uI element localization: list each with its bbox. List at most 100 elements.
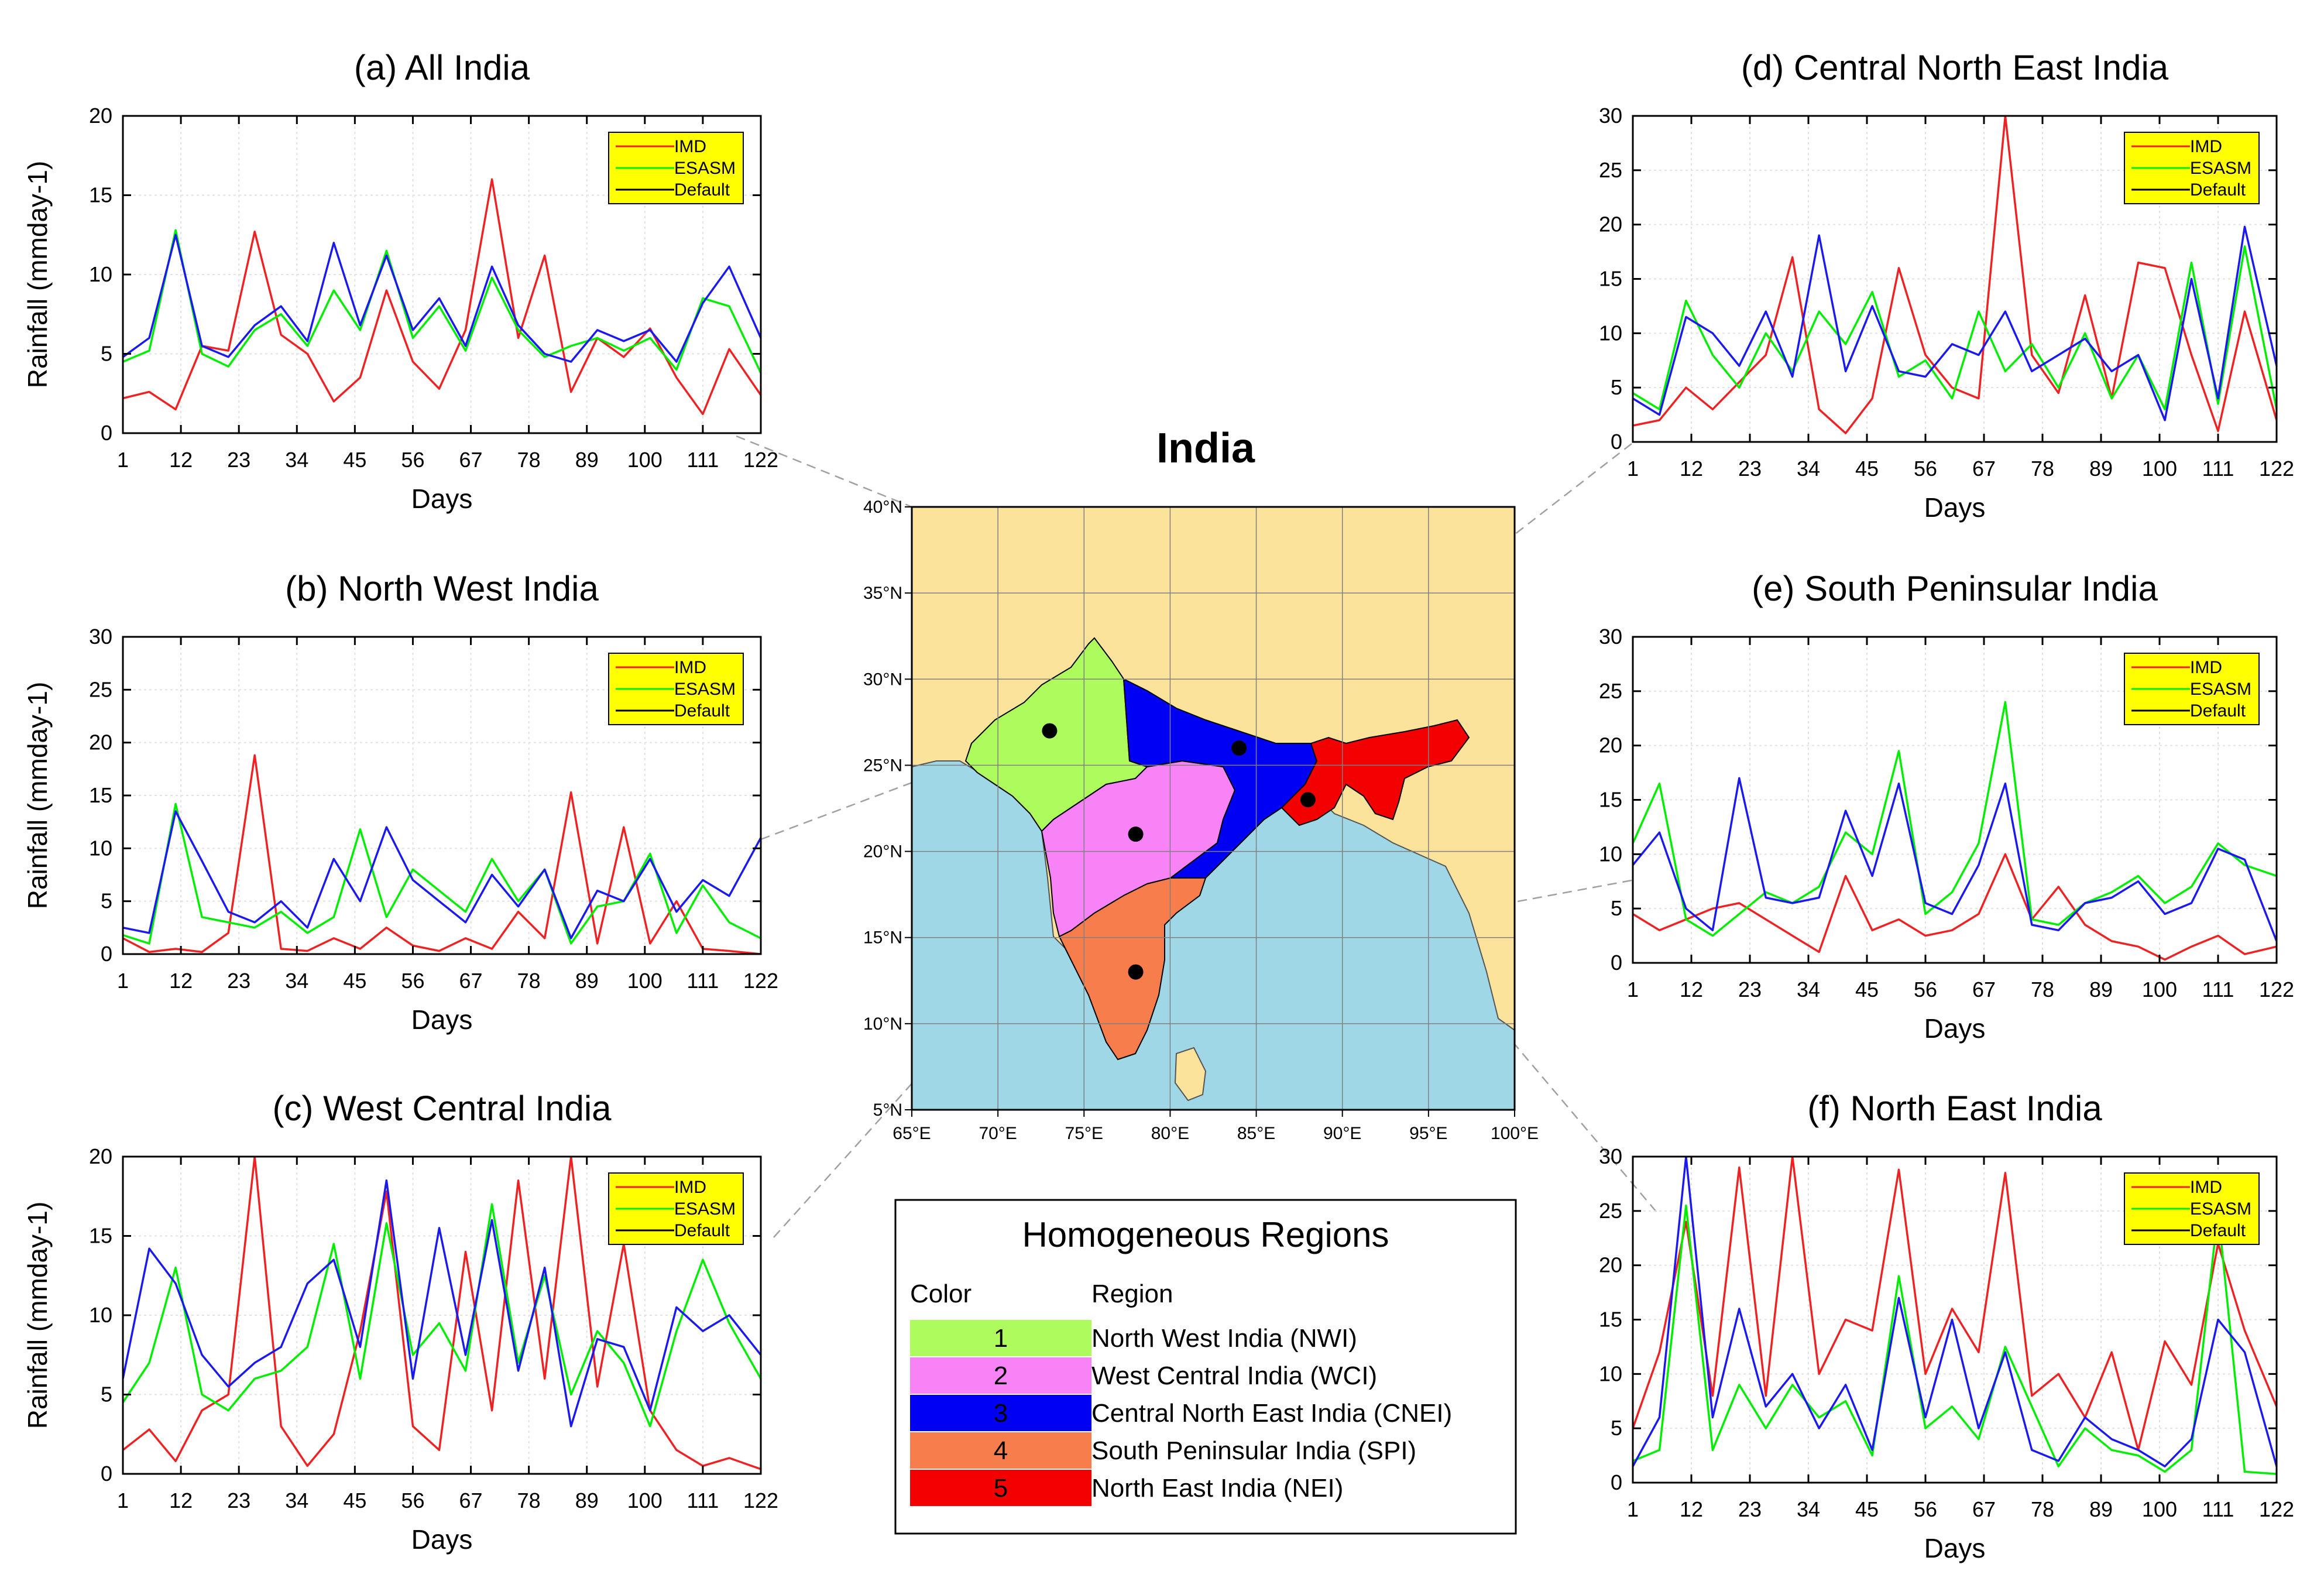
- chart-title: (e) South Peninsular India: [1752, 569, 2158, 608]
- x-tick-label: 78: [2031, 457, 2054, 481]
- x-tick-label: 67: [1972, 978, 1996, 1001]
- region-number: 2: [994, 1361, 1008, 1390]
- region-label: North West India (NWI): [1091, 1324, 1357, 1353]
- chart-c: 0 5 10 15 20 1 12 23 34 45 56 67 78 89 100 111 122 (c) We…: [22, 1089, 778, 1555]
- series-line-default: [123, 234, 761, 363]
- x-tick-label: 111: [687, 969, 719, 993]
- series-line-esasm: [1633, 701, 2277, 937]
- legend-label-esasm: ESASM: [2190, 680, 2251, 699]
- x-axis-label: Days: [1924, 1013, 1986, 1044]
- y-tick-label: 25: [89, 677, 112, 701]
- y-tick-label: 10: [1599, 1361, 1622, 1385]
- x-tick-label: 100: [627, 448, 662, 472]
- x-tick-label: 12: [169, 969, 193, 993]
- region-number: 5: [994, 1474, 1008, 1503]
- chart-f: 0 5 10 15 20 25 30 1 12 23 34 45 56 67 78 89 100 111 122 (f…: [1599, 1089, 2294, 1563]
- series-line-esasm: [123, 802, 761, 945]
- regions-col-color: Color: [910, 1280, 972, 1308]
- region-swatch-wci: [910, 1357, 1091, 1394]
- x-tick-label: 56: [1914, 978, 1937, 1001]
- legend-label-default: Default: [674, 701, 730, 721]
- x-tick-label: 56: [401, 969, 424, 993]
- x-tick-label: 78: [517, 1488, 541, 1512]
- y-tick-label: 15: [89, 183, 112, 207]
- x-tick-label: 89: [575, 448, 599, 472]
- series-line-default: [123, 1179, 761, 1428]
- x-tick-label: 67: [459, 1488, 483, 1512]
- x-tick-label: 78: [2031, 978, 2054, 1001]
- region-cnei: [1122, 678, 1318, 879]
- y-tick-label: 15: [1599, 1308, 1622, 1332]
- x-tick-label: 45: [1855, 978, 1879, 1001]
- region-swatch-spi: [910, 1432, 1091, 1469]
- y-tick-label: 15: [89, 1224, 112, 1248]
- x-tick-label: 67: [1972, 1497, 1996, 1521]
- chart-e: 0 5 10 15 20 25 30 1 12 23 34 45 56 67 78 89 100 111 122 (e…: [1599, 569, 2294, 1044]
- x-tick-label: 45: [343, 448, 366, 472]
- x-tick-label: 100: [627, 1488, 662, 1512]
- x-tick-label: 67: [459, 448, 483, 472]
- x-tick-label: 67: [459, 969, 483, 993]
- x-tick-label: 122: [743, 969, 778, 993]
- lon-tick-label: 80°E: [1151, 1124, 1189, 1143]
- series-line-imd: [1633, 853, 2277, 961]
- y-tick-label: 5: [101, 889, 112, 913]
- legend: IMD ESASM Default: [2124, 653, 2260, 725]
- x-tick-label: 12: [169, 448, 193, 472]
- connector-line: [760, 730, 1050, 841]
- x-tick-label: 122: [2259, 457, 2294, 481]
- legend: IMD ESASM Default: [608, 653, 744, 725]
- y-tick-label: 0: [1611, 1470, 1622, 1494]
- lon-tick-label: 65°E: [892, 1124, 931, 1143]
- legend: IMD ESASM Default: [608, 1172, 744, 1245]
- x-axis-label: Days: [1924, 1533, 1986, 1563]
- series-line-esasm: [123, 1203, 761, 1428]
- y-tick-label: 20: [1599, 212, 1622, 236]
- x-tick-label: 89: [575, 969, 599, 993]
- x-tick-label: 122: [2259, 978, 2294, 1001]
- series-line-imd: [123, 754, 761, 954]
- legend-label-imd: IMD: [2190, 137, 2222, 156]
- y-tick-label: 20: [89, 1144, 112, 1168]
- legend-label-imd: IMD: [674, 1178, 706, 1197]
- map-frame: [911, 506, 1516, 1111]
- x-tick-label: 23: [227, 969, 250, 993]
- y-tick-label: 25: [1599, 679, 1622, 703]
- lat-tick-label: 25°N: [863, 756, 902, 775]
- region-label: South Peninsular India (SPI): [1091, 1436, 1416, 1465]
- x-tick-label: 45: [343, 969, 366, 993]
- x-tick-label: 100: [2142, 457, 2177, 481]
- lat-tick-label: 30°N: [863, 670, 902, 689]
- x-tick-label: 78: [517, 969, 541, 993]
- y-tick-label: 10: [89, 836, 112, 860]
- series-line-default: [1633, 777, 2277, 942]
- chart-a: 0 5 10 15 20 1 12 23 34 45 56 67 78 89 100 111 122 (a) Al…: [22, 48, 778, 514]
- legend-label-imd: IMD: [674, 658, 706, 677]
- y-tick-label: 20: [89, 730, 112, 754]
- y-tick-label: 5: [101, 342, 112, 366]
- chart-title: (b) North West India: [285, 569, 599, 608]
- legend-label-esasm: ESASM: [2190, 1199, 2251, 1219]
- x-tick-label: 34: [1797, 457, 1820, 481]
- series-line-imd: [1633, 116, 2277, 434]
- series-line-default: [123, 810, 761, 939]
- x-tick-label: 1: [117, 448, 129, 472]
- y-tick-label: 20: [1599, 733, 1622, 757]
- lat-tick-label: 40°N: [863, 498, 902, 517]
- x-tick-label: 23: [1738, 978, 1762, 1001]
- legend-label-esasm: ESASM: [674, 680, 736, 699]
- regions-title: Homogeneous Regions: [1022, 1215, 1389, 1254]
- y-tick-label: 25: [1599, 1199, 1622, 1223]
- y-tick-label: 0: [101, 421, 112, 445]
- region-swatch-nei: [910, 1470, 1091, 1506]
- x-tick-label: 89: [575, 1488, 599, 1512]
- x-tick-label: 78: [517, 448, 541, 472]
- y-tick-label: 0: [1611, 951, 1622, 975]
- x-tick-label: 89: [2089, 1497, 2113, 1521]
- x-tick-label: 23: [227, 448, 250, 472]
- legend-label-default: Default: [674, 1221, 730, 1240]
- x-axis-label: Days: [411, 1004, 473, 1035]
- legend-label-default: Default: [2190, 1221, 2246, 1240]
- map-graticule: [912, 507, 1515, 1110]
